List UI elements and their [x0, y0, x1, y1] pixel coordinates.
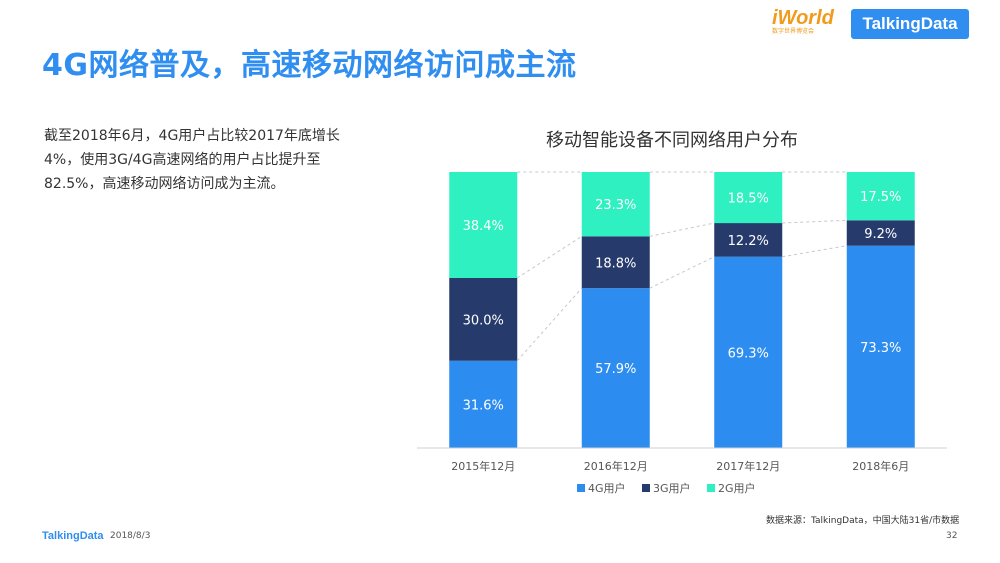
legend-swatch: [577, 484, 585, 492]
legend-swatch: [642, 484, 650, 492]
footer-logo: TalkingData: [42, 530, 104, 542]
series-connector-line: [782, 219, 847, 224]
legend-label: 2G用户: [718, 481, 756, 495]
data-label: 9.2%: [864, 227, 897, 242]
x-tick-label: 2018年6月: [852, 459, 909, 473]
data-label: 12.2%: [728, 234, 769, 249]
talkingdata-logo: TalkingData: [851, 9, 969, 39]
bar-segment: [714, 256, 783, 448]
bar-segment: [714, 172, 783, 224]
data-label: 30.0%: [463, 313, 504, 328]
x-tick-label: 2016年12月: [584, 459, 648, 473]
data-label: 17.5%: [860, 190, 901, 205]
data-label: 38.4%: [463, 219, 504, 234]
series-connector-line: [649, 222, 715, 237]
bar-segment: [449, 277, 518, 361]
data-label: 57.9%: [595, 362, 636, 377]
iworld-logo-subtext: 数字世界博览会: [772, 28, 815, 35]
data-label: 73.3%: [860, 341, 901, 356]
page-title: 4G网络普及，高速移动网络访问成主流: [42, 48, 577, 83]
page-number: 32: [946, 531, 958, 541]
iworld-logo: iWorld 数字世界博览会: [772, 8, 842, 40]
x-tick-label: 2015年12月: [451, 459, 515, 473]
bar-segment: [714, 223, 783, 257]
data-label: 18.8%: [595, 256, 636, 271]
stacked-bar-chart: 31.6% 30.0% 38.4% 2015年12月 57.9% 18.8% 23.3% 20…: [417, 171, 947, 495]
x-tick-label: 2017年12月: [716, 459, 780, 473]
bar-segment: [846, 220, 915, 246]
iworld-logo-text: iWorld: [772, 7, 834, 29]
chart-title: 移动智能设备不同网络用户分布: [546, 130, 798, 151]
series-connector-line: [516, 287, 583, 362]
legend-swatch: [707, 484, 715, 492]
data-label: 69.3%: [728, 346, 769, 361]
description-text: 截至2018年6月，4G用户占比较2017年底增长4%，使用3G/4G高速网络的…: [44, 128, 340, 192]
bar-segment: [449, 360, 518, 448]
data-label: 31.6%: [463, 398, 504, 413]
bar-segment: [449, 172, 518, 278]
series-connector-line: [516, 235, 583, 279]
bar-segment: [581, 236, 650, 289]
series-connector-line: [782, 245, 847, 258]
bar-segment: [846, 172, 915, 221]
data-label: 18.5%: [728, 192, 769, 207]
series-connector-line: [649, 256, 715, 289]
legend-label: 4G用户: [588, 481, 626, 495]
bar-segment: [846, 245, 915, 448]
data-label: 23.3%: [595, 198, 636, 213]
footer-date: 2018/8/3: [110, 531, 151, 541]
bar-segment: [581, 172, 650, 237]
data-source-note: 数据来源：TalkingData，中国大陆31省/市数据: [766, 516, 960, 526]
legend-label: 3G用户: [653, 481, 691, 495]
bar-segment: [581, 288, 650, 448]
